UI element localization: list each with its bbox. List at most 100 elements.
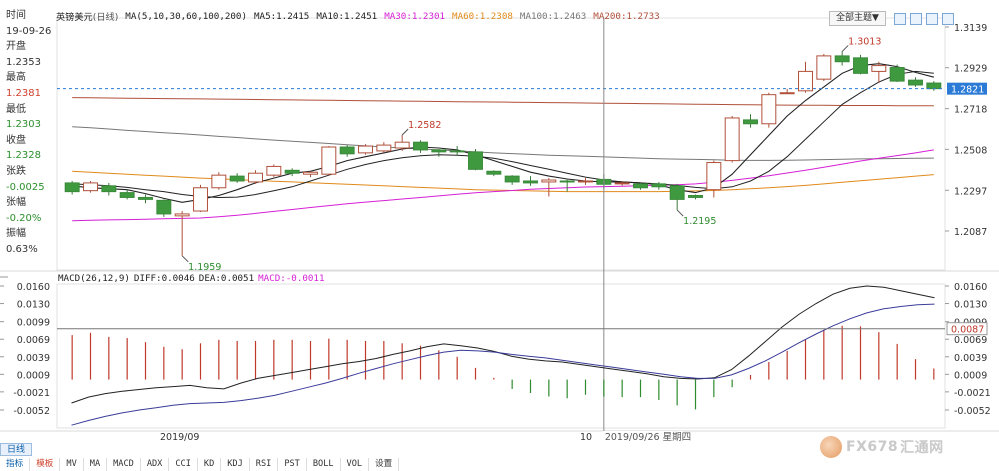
ma30-line <box>72 149 934 222</box>
theme-dropdown[interactable]: 全部主题▼ <box>829 11 886 26</box>
candle-up <box>816 55 832 80</box>
candle-down <box>651 183 667 188</box>
macd-tick-label: 0.0130 <box>954 300 987 311</box>
candle-up <box>761 94 777 125</box>
macd-hist-value: MACD:-0.0011 <box>258 272 325 284</box>
macd-left-tick-label: 0.0009 <box>17 370 50 381</box>
current-price-tag <box>947 82 987 95</box>
tab-templates[interactable]: 模板 <box>30 458 61 471</box>
candle-down <box>468 151 483 170</box>
indicator-tab[interactable]: 设置 <box>369 458 400 471</box>
macd-diff-value: DIFF:0.0046 <box>133 272 195 284</box>
price-tick-label: 1.2718 <box>954 105 987 116</box>
candle-up <box>358 145 373 154</box>
macd-left-tick-label: 0.0039 <box>17 353 50 364</box>
macd-tick-label: 0.0009 <box>954 370 987 381</box>
candle-down <box>559 180 575 183</box>
brand-watermark: FX678 汇通网 <box>820 436 944 458</box>
macd-params: MACD(26,12,9) <box>58 272 130 284</box>
indicator-tab[interactable]: MACD <box>107 458 141 471</box>
candle-up <box>266 165 282 176</box>
candle-up <box>724 117 740 162</box>
indicator-tab[interactable]: RSI <box>250 458 279 471</box>
macd-left-tick-label: 0.0160 <box>17 282 50 293</box>
candle-down <box>834 55 850 63</box>
ohlc-info-panel: 时间 19-09-26 开盘 1.2353 最高 1.2381 最低 1.2303 收盘 1.23… <box>0 8 56 270</box>
candle-up <box>394 141 410 149</box>
candle-up <box>614 182 630 185</box>
candle-down <box>339 146 355 155</box>
candle-up <box>248 172 263 183</box>
annotation-label: 1.3013 <box>848 36 881 47</box>
ma-values: MA5:1.2415 MA10:1.2451 MA30:1.2301 MA60:1.2… <box>254 11 667 22</box>
symbol-name: 英镑美元 <box>56 12 93 23</box>
candle-up <box>871 65 887 72</box>
info-panel-row: -0.20% <box>6 212 42 224</box>
candle-down <box>504 175 520 183</box>
ma-value-ma60: MA60:1.2308 <box>452 10 513 22</box>
candle-up <box>798 70 813 92</box>
candle-down <box>284 169 300 174</box>
x-axis-cursor-date: 2019/09/26 星期四 <box>605 432 691 443</box>
indicator-tab[interactable]: ADX <box>141 458 170 471</box>
annotation-leader <box>181 255 189 263</box>
candle-up <box>193 187 208 212</box>
info-panel-row: 1.2328 <box>6 150 41 162</box>
info-panel-row: 收盘 <box>6 134 26 146</box>
indicator-tab[interactable]: BOLL <box>307 458 341 471</box>
list-icon[interactable] <box>925 12 938 25</box>
ma5-line <box>72 63 934 203</box>
macd-left-tick-label: -0.0052 <box>13 406 50 417</box>
candle-down <box>633 183 648 189</box>
indicator-tab[interactable]: CCI <box>169 458 198 471</box>
candle-down <box>449 150 465 153</box>
diff-line <box>71 285 935 404</box>
fullscreen-icon[interactable] <box>941 12 954 25</box>
ma-params: MA(5,10,30,60,100,200) <box>125 10 247 22</box>
indicator-tab[interactable]: MA <box>84 458 108 471</box>
ma-value-ma10: MA10:1.2451 <box>316 10 378 22</box>
annotation-label: 1.1959 <box>188 262 221 273</box>
indicator-tab[interactable]: PST <box>278 458 307 471</box>
split-icon[interactable] <box>909 12 922 25</box>
ma-value-ma100: MA100:1.2463 <box>519 10 587 22</box>
annotation-leader <box>841 45 849 52</box>
candle-up <box>578 180 593 183</box>
candle-down <box>101 185 117 193</box>
candle-down <box>413 141 428 151</box>
macd-tick-label: 0.0069 <box>954 335 987 346</box>
indicator-tab[interactable]: MV <box>60 458 84 471</box>
ma-legend: 英镑美元 (日线) MA(5,10,30,60,100,200) MA5:1.2… <box>56 8 667 24</box>
candle-down <box>669 185 685 200</box>
info-panel-row: 振幅 <box>6 228 26 240</box>
info-panel-row: 张跌 <box>6 165 26 177</box>
price-tick-label: 1.2087 <box>954 227 987 238</box>
indicator-tab[interactable]: KD <box>198 458 222 471</box>
brand-name: FX678 <box>846 439 899 455</box>
annotation-label: 1.2582 <box>408 120 441 131</box>
candle-up <box>376 144 392 152</box>
candle-up <box>706 162 722 191</box>
main-pane-frame <box>56 17 946 271</box>
x-axis-day-label: 10 <box>580 432 592 443</box>
info-panel-row: 开盘 <box>6 41 26 53</box>
grid-icon[interactable] <box>893 12 906 25</box>
tab-daily[interactable]: 日线 <box>0 443 33 456</box>
indicator-tab[interactable]: KDJ <box>221 458 250 471</box>
tab-indicators[interactable]: 指标 <box>0 458 31 471</box>
price-tick-label: 1.2508 <box>954 145 987 156</box>
info-panel-row: 19-09-26 <box>6 25 52 37</box>
period-label: (日线) <box>92 12 119 23</box>
candle-down <box>229 175 245 182</box>
indicator-toolbar: 指标 模板 MV MA MACD ADX CCI KD KDJ RSI PST BOLL VOL 设置 <box>0 458 400 471</box>
macd-left-tick-label: 0.0069 <box>17 335 50 346</box>
macd-left-tick-label: 0.0099 <box>17 318 50 329</box>
indicator-tab[interactable]: VOL <box>341 458 370 471</box>
macd-tick-label: 0.0160 <box>954 282 987 293</box>
candle-down <box>889 67 905 82</box>
price-tick-label: 1.3139 <box>954 23 987 34</box>
candle-down <box>64 182 80 193</box>
period-tabs: 日线 <box>0 443 33 456</box>
